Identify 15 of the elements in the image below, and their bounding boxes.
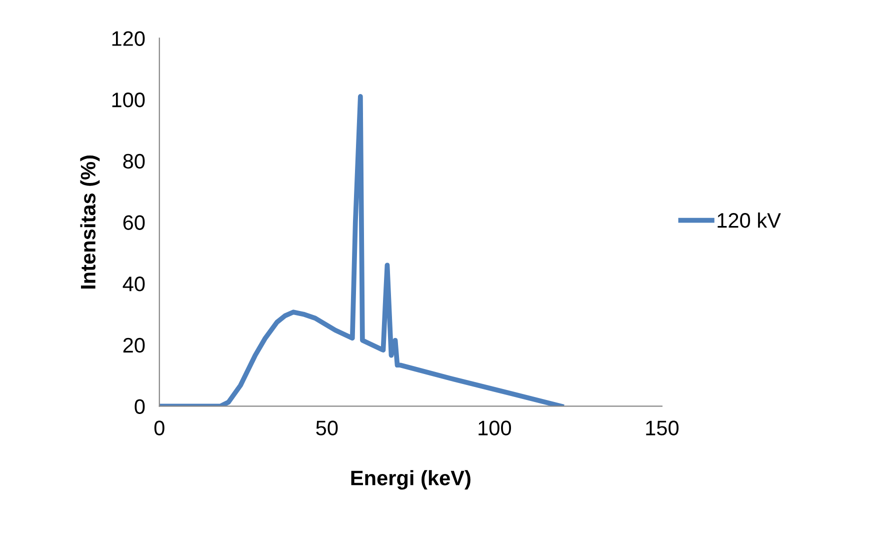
y-tick-label: 80 xyxy=(123,154,145,169)
x-axis-title: Energi (keV) xyxy=(351,470,470,490)
line-series xyxy=(159,94,564,406)
y-tick-label: 120 xyxy=(112,31,145,46)
y-tick-label: 60 xyxy=(123,215,145,230)
y-tick-label: 0 xyxy=(134,399,145,414)
y-tick-label: 100 xyxy=(112,92,145,108)
y-axis-title: Intensitas (%) xyxy=(80,156,100,289)
legend-label: 120 kV xyxy=(718,212,781,228)
x-tick-label: 50 xyxy=(316,420,338,436)
y-tick-label: 20 xyxy=(123,338,145,353)
x-tick-label: 100 xyxy=(478,420,512,436)
x-tick-label: 0 xyxy=(154,420,164,436)
y-tick-label: 40 xyxy=(122,276,145,292)
x-tick-label: 150 xyxy=(646,420,679,436)
